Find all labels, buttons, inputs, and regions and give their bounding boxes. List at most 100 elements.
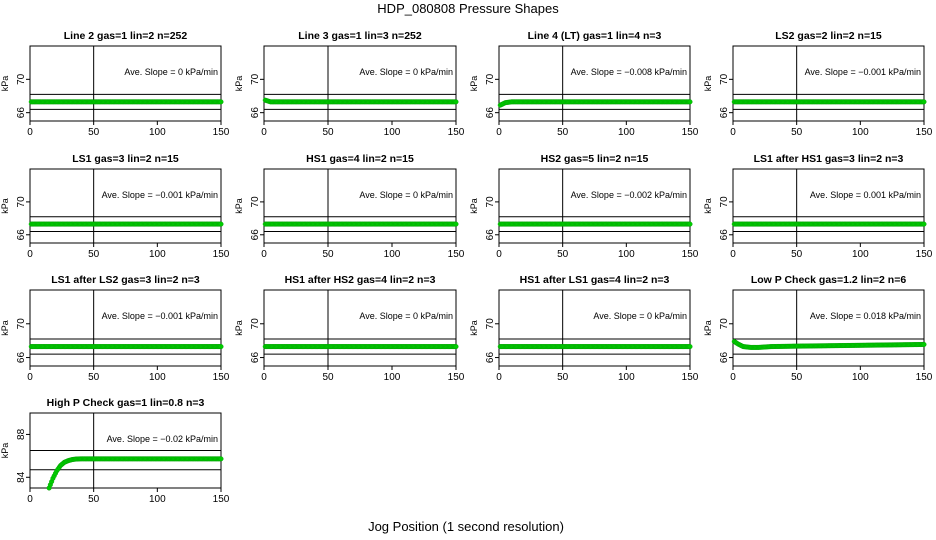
data-point xyxy=(453,221,459,227)
y-tick-label: 70 xyxy=(16,318,27,330)
data-points xyxy=(262,344,459,350)
panel-title: LS1 after LS2 gas=3 lin=2 n=3 xyxy=(51,274,200,286)
slope-annotation: Ave. Slope = 0 kPa/min xyxy=(593,311,687,321)
x-tick-label: 0 xyxy=(261,249,267,260)
x-tick-label: 0 xyxy=(730,127,736,138)
data-points xyxy=(28,344,224,350)
x-tick-label: 0 xyxy=(496,372,502,383)
x-tick-label: 50 xyxy=(88,127,100,138)
data-points xyxy=(497,221,693,227)
y-tick-label: 70 xyxy=(485,196,496,208)
x-tick-label: 100 xyxy=(384,372,401,383)
data-point xyxy=(453,344,459,350)
x-tick-label: 0 xyxy=(27,494,33,505)
y-tick-label: 70 xyxy=(250,318,261,330)
x-tick-label: 100 xyxy=(384,127,401,138)
panel-10: HS1 after HS2 gas=4 lin=2 n=3 0 50 100 150 66… xyxy=(234,274,465,383)
y-tick-label: 66 xyxy=(16,352,27,364)
panel-title: Line 3 gas=1 lin=3 n=252 xyxy=(298,30,422,42)
x-tick-label: 150 xyxy=(448,249,465,260)
slope-annotation: Ave. Slope = 0 kPa/min xyxy=(359,311,453,321)
x-tick-label: 0 xyxy=(261,127,267,138)
data-points xyxy=(262,221,459,227)
x-tick-label: 100 xyxy=(618,127,635,138)
x-tick-label: 100 xyxy=(149,127,166,138)
panel-title: HS1 gas=4 lin=2 n=15 xyxy=(306,153,414,165)
y-tick-label: 66 xyxy=(719,352,730,364)
x-tick-label: 150 xyxy=(682,127,699,138)
panel-7: HS2 gas=5 lin=2 n=15 0 50 100 150 66 70 kPa Ave.… xyxy=(469,153,699,260)
y-axis-label: kPa xyxy=(469,198,479,214)
x-tick-label: 50 xyxy=(557,372,569,383)
y-axis-label: kPa xyxy=(469,76,479,92)
data-point xyxy=(218,344,224,350)
slope-annotation: Ave. Slope = −0.001 kPa/min xyxy=(805,67,921,77)
y-tick-label: 66 xyxy=(250,229,261,241)
x-tick-label: 50 xyxy=(791,372,803,383)
y-axis-label: kPa xyxy=(469,320,479,336)
x-tick-label: 150 xyxy=(448,127,465,138)
panel-2: Line 3 gas=1 lin=3 n=252 0 50 100 150 66 70 kPa… xyxy=(234,30,465,138)
y-tick-label: 70 xyxy=(719,73,730,85)
x-tick-label: 100 xyxy=(149,249,166,260)
y-axis-label: kPa xyxy=(0,320,10,336)
plot-frame xyxy=(263,289,457,367)
y-tick-label: 70 xyxy=(250,73,261,85)
y-tick-label: 66 xyxy=(16,229,27,241)
panel-4: LS2 gas=2 lin=2 n=15 0 50 100 150 66 70 kPa Ave.… xyxy=(703,30,933,138)
plot-frame xyxy=(29,45,222,122)
slope-annotation: Ave. Slope = 0 kPa/min xyxy=(124,67,218,77)
data-point xyxy=(218,456,224,462)
y-tick-label: 70 xyxy=(719,196,730,208)
x-tick-label: 150 xyxy=(213,494,230,505)
x-tick-label: 150 xyxy=(213,249,230,260)
y-axis-label: kPa xyxy=(234,320,244,336)
data-points xyxy=(46,456,224,491)
slope-annotation: Ave. Slope = 0 kPa/min xyxy=(359,67,453,77)
data-point xyxy=(921,221,927,227)
panel-9: LS1 after LS2 gas=3 lin=2 n=3 0 50 100 150 66… xyxy=(0,274,230,383)
x-tick-label: 50 xyxy=(322,127,334,138)
x-tick-label: 100 xyxy=(149,494,166,505)
x-tick-label: 0 xyxy=(730,372,736,383)
x-tick-label: 100 xyxy=(852,372,869,383)
slope-annotation: Ave. Slope = −0.001 kPa/min xyxy=(102,190,218,200)
slope-annotation: Ave. Slope = −0.002 kPa/min xyxy=(571,190,687,200)
panel-1: Line 2 gas=1 lin=2 n=252 0 50 100 150 66 70 kPa… xyxy=(0,30,230,138)
x-tick-label: 50 xyxy=(88,249,100,260)
data-points xyxy=(262,97,459,105)
figure-title: HDP_080808 Pressure Shapes xyxy=(377,1,559,16)
panels: Line 2 gas=1 lin=2 n=252 0 50 100 150 66 70 kPa… xyxy=(0,30,933,505)
x-tick-label: 150 xyxy=(916,372,933,383)
panel-title: LS2 gas=2 lin=2 n=15 xyxy=(775,30,882,42)
plot-frame xyxy=(29,168,222,244)
slope-annotation: Ave. Slope = 0.018 kPa/min xyxy=(810,311,921,321)
x-tick-label: 100 xyxy=(852,249,869,260)
x-tick-label: 100 xyxy=(384,249,401,260)
panel-title: LS1 after HS1 gas=3 lin=2 n=3 xyxy=(754,153,904,165)
plot-frame xyxy=(732,45,925,122)
data-points xyxy=(28,221,224,227)
slope-annotation: Ave. Slope = 0 kPa/min xyxy=(359,190,453,200)
figure-xlabel: Jog Position (1 second resolution) xyxy=(368,519,564,534)
data-point xyxy=(687,221,693,227)
x-tick-label: 150 xyxy=(682,372,699,383)
x-tick-label: 150 xyxy=(213,372,230,383)
y-tick-label: 70 xyxy=(250,196,261,208)
slope-annotation: Ave. Slope = −0.008 kPa/min xyxy=(571,67,687,77)
y-tick-label: 66 xyxy=(250,107,261,119)
panel-8: LS1 after HS1 gas=3 lin=2 n=3 0 50 100 150 66… xyxy=(703,153,933,260)
x-tick-label: 150 xyxy=(213,127,230,138)
panel-title: LS1 gas=3 lin=2 n=15 xyxy=(72,153,179,165)
data-points xyxy=(731,339,927,350)
plot-frame xyxy=(263,168,457,244)
y-tick-label: 70 xyxy=(16,73,27,85)
panel-5: LS1 gas=3 lin=2 n=15 0 50 100 150 66 70 kPa Ave.… xyxy=(0,153,230,260)
panel-title: Line 2 gas=1 lin=2 n=252 xyxy=(64,30,188,42)
panel-title: Line 4 (LT) gas=1 lin=4 n=3 xyxy=(528,30,662,42)
y-tick-label: 66 xyxy=(719,229,730,241)
y-axis-label: kPa xyxy=(703,76,713,92)
x-tick-label: 50 xyxy=(322,372,334,383)
panel-title: High P Check gas=1 lin=0.8 n=3 xyxy=(47,397,205,409)
y-axis-label: kPa xyxy=(703,320,713,336)
